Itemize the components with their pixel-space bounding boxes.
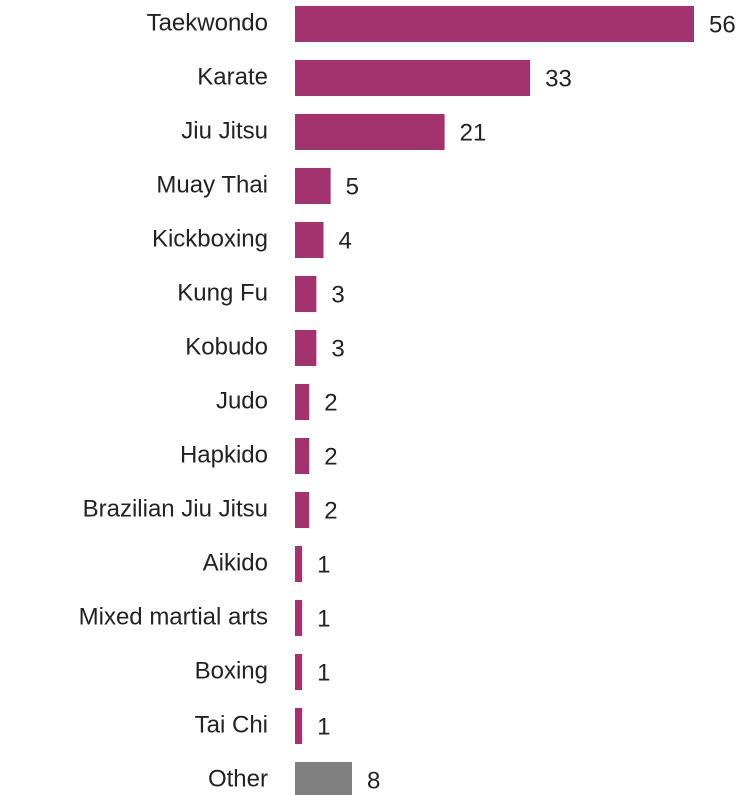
value-label: 2 xyxy=(324,497,337,524)
bar xyxy=(295,654,303,690)
category-label: Hapkido xyxy=(180,441,268,468)
bar xyxy=(295,384,310,420)
value-label: 3 xyxy=(331,281,344,308)
value-label: 5 xyxy=(346,173,359,200)
category-label: Muay Thai xyxy=(156,171,268,198)
bar xyxy=(295,492,310,528)
value-label: 1 xyxy=(317,605,330,632)
value-label: 1 xyxy=(317,659,330,686)
bar xyxy=(295,168,331,204)
category-label: Other xyxy=(208,765,268,792)
value-label: 8 xyxy=(367,767,380,794)
value-label: 56 xyxy=(709,11,736,38)
value-label: 33 xyxy=(545,65,572,92)
bar xyxy=(295,762,352,795)
bar xyxy=(295,438,310,474)
value-label: 4 xyxy=(339,227,352,254)
bar xyxy=(295,6,694,42)
value-label: 2 xyxy=(324,389,337,416)
category-label: Judo xyxy=(216,387,268,414)
category-label: Taekwondo xyxy=(147,9,268,36)
bar xyxy=(295,60,531,96)
bar xyxy=(295,114,445,150)
bar xyxy=(295,276,317,312)
category-label: Karate xyxy=(197,63,268,90)
bar xyxy=(295,330,317,366)
bar xyxy=(295,222,324,258)
bar xyxy=(295,708,303,744)
bar xyxy=(295,546,303,582)
value-label: 2 xyxy=(324,443,337,470)
category-label: Tai Chi xyxy=(195,711,268,738)
value-label: 1 xyxy=(317,551,330,578)
category-label: Kung Fu xyxy=(177,279,268,306)
value-label: 21 xyxy=(460,119,487,146)
category-label: Kobudo xyxy=(185,333,268,360)
category-label: Brazilian Jiu Jitsu xyxy=(83,495,268,522)
value-label: 3 xyxy=(331,335,344,362)
value-label: 1 xyxy=(317,713,330,740)
category-label: Kickboxing xyxy=(152,225,268,252)
category-label: Aikido xyxy=(203,549,268,576)
bar xyxy=(295,600,303,636)
category-label: Mixed martial arts xyxy=(79,603,268,630)
category-label: Jiu Jitsu xyxy=(181,117,268,144)
category-label: Boxing xyxy=(195,657,268,684)
